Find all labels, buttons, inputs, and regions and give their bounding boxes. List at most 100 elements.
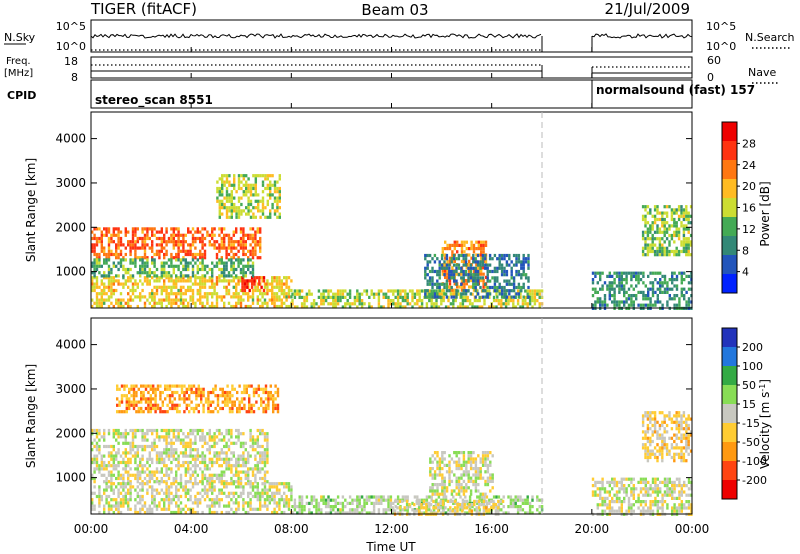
velocity-cell [468,495,472,499]
velocity-cell [254,485,257,489]
velocity-cell [480,498,484,502]
power-cell [199,285,202,289]
velocity-cell [197,384,200,388]
velocity-cell [425,495,429,499]
power-cell [191,258,195,262]
velocity-cell [465,483,468,487]
velocity-cell [252,394,256,398]
velocity-cell [401,495,405,499]
power-cell [623,303,626,307]
power-cell [656,294,659,298]
power-cell [151,249,154,253]
power-cell [637,281,640,285]
velocity-cell [256,438,259,442]
velocity-cell [131,448,135,452]
velocity-cell [167,428,171,433]
power-cell [237,196,241,200]
power-cell [484,289,487,293]
power-cell [259,227,262,231]
power-cell [479,263,482,267]
power-cell [450,285,453,290]
power-cell [478,295,481,299]
power-cell [148,274,151,278]
velocity-cell [124,451,127,455]
power-cell [264,206,267,210]
power-cell [122,285,125,289]
velocity-cell [465,460,468,464]
power-cell [341,292,345,296]
velocity-cell [360,495,364,499]
velocity-cell [190,406,193,411]
power-cell [637,290,640,294]
velocity-cell [123,387,126,391]
velocity-cell [538,511,541,515]
power-cell [505,282,509,286]
velocity-cell [148,470,151,474]
power-cell [324,299,328,303]
velocity-cell [183,390,186,395]
velocity-cell [117,488,120,492]
velocity-cell [235,467,238,471]
power-cell [611,281,614,285]
velocity-cell [171,390,174,395]
velocity-cell [189,480,192,484]
power-cell [196,236,199,241]
velocity-cell [141,507,144,511]
velocity-cell [396,499,399,503]
velocity-cell [429,457,432,461]
power-cell [675,284,679,288]
power-cell [254,285,257,289]
power-cell [261,212,265,216]
power-cell [639,278,643,282]
power-cell [599,278,602,282]
velocity-cell [227,448,231,452]
power-cell [527,295,530,299]
velocity-cell [206,494,209,499]
velocity-cell [334,511,337,515]
power-cell [394,305,397,309]
velocity-cell [191,510,195,515]
velocity-cell [247,494,250,499]
velocity-cell [199,454,202,458]
power-cell [259,298,262,302]
power-cell [635,271,638,275]
power-cell [146,279,149,283]
velocity-cell [131,473,135,477]
power-cell [675,274,679,278]
power-cell [251,271,255,275]
power-cell [227,282,231,286]
velocity-cell [143,482,147,486]
velocity-cell [261,504,264,508]
velocity-cell [91,498,94,502]
power-cell [658,227,662,231]
power-cell [401,289,405,293]
velocity-cell [159,410,162,414]
velocity-cell [119,473,123,477]
velocity-cell [262,400,265,404]
power-cell [131,276,135,280]
power-cell [179,298,183,302]
power-cell [179,240,183,244]
power-cell [240,209,243,213]
power-cell [105,230,108,234]
power-cell [228,193,231,197]
power-cell [220,227,223,231]
velocity-cell [173,406,176,411]
velocity-cell [280,498,283,502]
power-cell [336,299,340,303]
power-cell [191,236,195,241]
power-cell [187,252,190,257]
velocity-cell [242,501,245,505]
power-cell [644,294,647,298]
power-cell [491,276,494,280]
power-cell [401,295,405,299]
velocity-cell [261,457,264,461]
power-cell [447,305,450,309]
velocity-cell [256,482,259,486]
velocity-cell [285,494,288,499]
power-cell [285,304,288,309]
velocity-cell [436,467,439,471]
power-cell [642,294,645,298]
power-cell [182,304,185,309]
power-cell [649,230,652,234]
